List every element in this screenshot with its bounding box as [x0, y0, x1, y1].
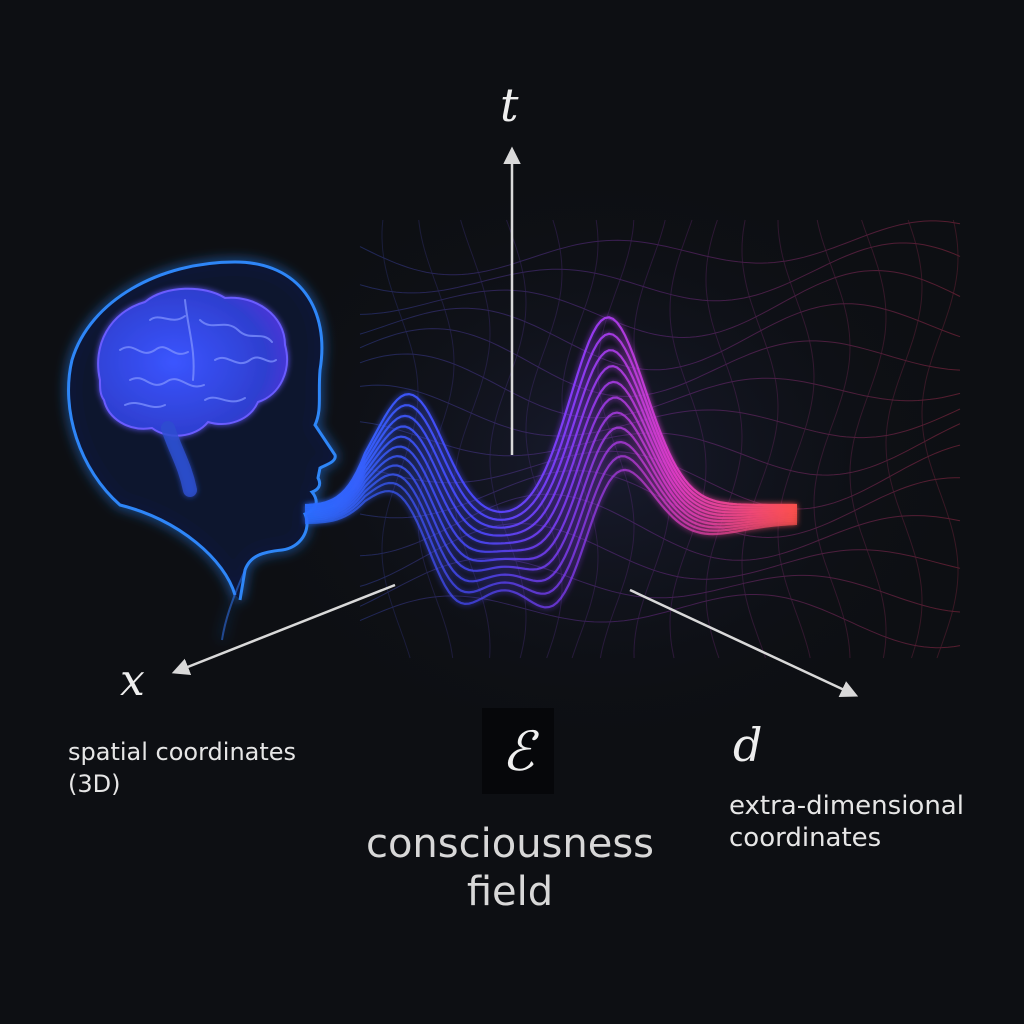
wave-line [304, 396, 798, 553]
mesh-line [453, 219, 491, 659]
mesh-line [669, 219, 707, 659]
t-axis-label: t [500, 78, 519, 132]
mesh-line [359, 242, 961, 302]
wave-line [304, 426, 798, 572]
mesh-line [597, 219, 635, 659]
mesh-line [359, 328, 961, 397]
mesh-line [885, 219, 923, 659]
mesh-line [381, 219, 419, 659]
mesh-line [741, 219, 779, 659]
mesh-line [561, 219, 599, 659]
mesh-line [359, 220, 961, 276]
consciousness-wave [304, 316, 798, 609]
spatial-label-line2: (3D) [68, 770, 121, 798]
mesh-line [359, 493, 961, 561]
wave-line [304, 316, 797, 514]
mesh-line [359, 384, 961, 439]
field-symbol-box: ℰ [482, 708, 554, 794]
x-axis [171, 583, 396, 675]
mesh-line [849, 219, 887, 659]
consciousness-field-label: consciousness field [330, 820, 690, 916]
d-axis [629, 588, 859, 698]
x-axis-label: x [120, 655, 145, 706]
brain-icon [97, 287, 288, 497]
field-label-line1: consciousness [365, 821, 655, 867]
extra-label-line1: extra-dimensional [729, 791, 964, 821]
field-label-line2: field [466, 869, 554, 915]
mesh-line [359, 594, 961, 649]
wave-line [304, 455, 798, 595]
mesh-line [489, 219, 527, 659]
wave-line [304, 440, 798, 583]
wave-line [304, 380, 797, 545]
mesh-line [921, 219, 959, 659]
mesh-line [417, 219, 455, 659]
spatial-coordinates-label: spatial coordinates (3D) [68, 736, 368, 800]
field-symbol: ℰ [501, 719, 535, 783]
mesh-line [777, 219, 815, 659]
background-glow [220, 160, 980, 760]
axes [171, 146, 859, 698]
mesh-line [525, 219, 563, 659]
mesh-line [359, 557, 961, 613]
wave-line [304, 364, 797, 537]
d-axis-label: d [733, 718, 763, 772]
spatial-label-line1: spatial coordinates [68, 738, 297, 766]
wave-line [304, 468, 798, 609]
extra-dimensional-label: extra-dimensional coordinates [729, 790, 1019, 854]
mesh-line [359, 303, 961, 371]
mesh-line [705, 219, 743, 659]
wave-line [304, 332, 797, 521]
mesh-line [813, 219, 851, 659]
wave-line [304, 349, 797, 529]
mesh-line [359, 353, 961, 419]
mesh-line [359, 269, 961, 339]
extra-label-line2: coordinates [729, 823, 882, 853]
wave-line [304, 411, 798, 563]
